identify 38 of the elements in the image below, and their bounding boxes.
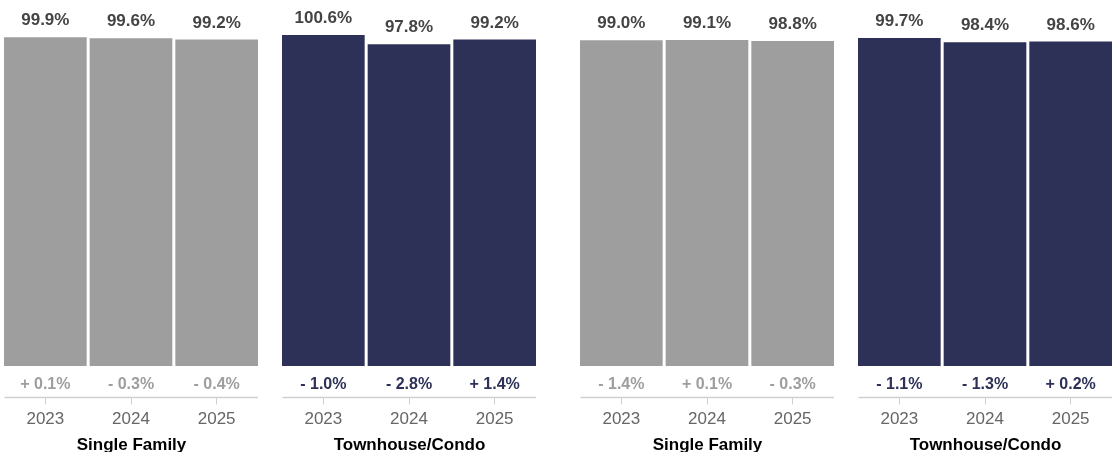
x-tick-label: 2025 (475, 408, 514, 428)
text: + 0.1% (681, 375, 733, 392)
text: - 1.3% (961, 375, 1009, 392)
data-label: 98.4% (960, 15, 1010, 35)
x-tick-label: 2024 (390, 408, 428, 428)
data-label: 99.7% (875, 10, 924, 30)
data-label: 99.6% (106, 11, 156, 31)
x-tick-label: 2023 (880, 408, 919, 428)
data-label: 98.6% (1046, 14, 1095, 34)
data-label: 99.0% (597, 13, 646, 33)
data-label: 98.8% (768, 13, 817, 33)
data-label: 99.9% (21, 10, 70, 30)
text: - 1.1% (876, 375, 923, 392)
text: - 0.3% (769, 375, 816, 392)
x-tick-label: 2023 (304, 408, 343, 428)
text: - 1.0% (300, 375, 347, 392)
x-tick-label: 2024 (966, 408, 1004, 428)
x-axis-title: Townhouse/Condo (909, 434, 1062, 454)
text: - 0.4% (193, 375, 240, 392)
x-tick-label: 2025 (1051, 408, 1090, 428)
x-tick-label: 2024 (688, 408, 726, 428)
text: - 2.8% (385, 375, 433, 392)
data-label: 97.8% (384, 17, 434, 37)
x-tick-label: 2023 (26, 408, 65, 428)
data-label: 99.2% (192, 12, 241, 32)
x-tick-label: 2025 (773, 408, 812, 428)
text: - 1.4% (598, 375, 645, 392)
x-tick-label: 2025 (197, 408, 236, 428)
data-label: 99.1% (682, 12, 732, 32)
x-axis-title: Townhouse/Condo (333, 434, 486, 454)
text: - 0.3% (107, 375, 155, 392)
data-label: 100.6% (294, 8, 353, 27)
x-tick-label: 2024 (112, 408, 150, 428)
text: + 0.1% (20, 375, 71, 392)
x-tick-label: 2023 (602, 408, 641, 428)
text: + 1.4% (469, 375, 520, 392)
text: + 0.2% (1045, 375, 1096, 392)
data-label: 99.2% (470, 12, 519, 32)
